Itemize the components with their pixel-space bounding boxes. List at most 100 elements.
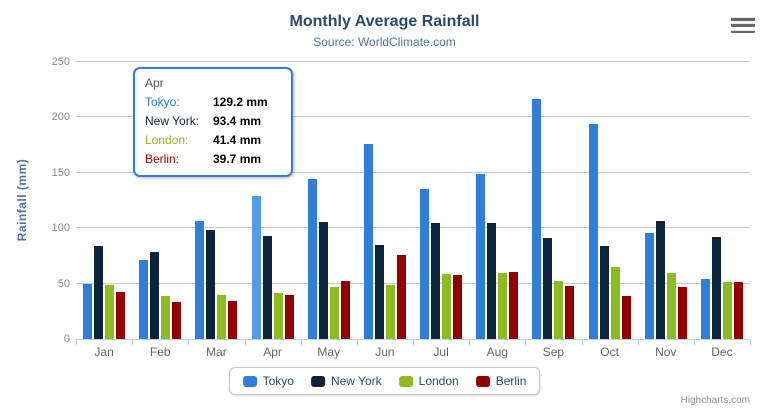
gridline	[76, 116, 750, 118]
tooltip-series-label: Berlin:	[145, 152, 180, 166]
bar-new-york-jun[interactable]	[374, 245, 384, 339]
bar-new-york-feb[interactable]	[150, 251, 160, 339]
bar-london-oct[interactable]	[610, 266, 620, 339]
category-group-aug	[469, 62, 525, 339]
context-menu-button[interactable]	[731, 17, 755, 33]
gridline	[76, 61, 750, 62]
x-axis-tick	[356, 340, 358, 345]
bar-london-mar[interactable]	[217, 295, 227, 339]
x-axis-label: Sep	[542, 345, 565, 359]
x-axis-tick	[693, 340, 695, 345]
category-group-jul	[413, 62, 469, 339]
category-group-jun	[357, 62, 413, 339]
x-axis-tick	[581, 340, 583, 345]
bar-tokyo-oct[interactable]	[588, 123, 598, 339]
y-axis-label: 250	[51, 56, 70, 68]
tooltip-series-label: London:	[145, 133, 189, 147]
y-axis-label: 50	[57, 277, 70, 290]
x-axis-tick	[525, 340, 527, 345]
bar-tokyo-sep[interactable]	[532, 99, 542, 339]
bar-london-apr[interactable]	[273, 293, 283, 339]
y-axis-label: 150	[51, 166, 70, 179]
bar-new-york-apr[interactable]	[262, 235, 272, 339]
x-axis-label: Oct	[600, 345, 619, 359]
bar-london-dec[interactable]	[722, 282, 732, 339]
tooltip-series-label: New York:	[145, 114, 200, 128]
bar-london-aug[interactable]	[498, 272, 508, 339]
bar-berlin-mar[interactable]	[228, 300, 238, 339]
bar-tokyo-dec[interactable]	[700, 278, 710, 339]
bar-berlin-jun[interactable]	[396, 255, 406, 339]
bar-berlin-oct[interactable]	[621, 295, 631, 339]
bar-berlin-may[interactable]	[340, 280, 350, 339]
x-axis-label: Jun	[375, 345, 395, 359]
bar-tokyo-may[interactable]	[307, 179, 317, 339]
bar-london-may[interactable]	[329, 286, 339, 339]
x-axis-label: Jan	[94, 345, 114, 359]
category-group-feb	[132, 62, 188, 339]
bar-berlin-dec[interactable]	[733, 282, 743, 339]
gridline	[76, 282, 750, 284]
bar-berlin-jan[interactable]	[116, 292, 126, 339]
legend-swatch	[475, 375, 490, 387]
bar-new-york-jul[interactable]	[431, 222, 441, 339]
bar-new-york-dec[interactable]	[711, 236, 721, 339]
bar-tokyo-jun[interactable]	[363, 144, 373, 339]
bar-berlin-feb[interactable]	[172, 302, 182, 339]
bar-tokyo-jan[interactable]	[83, 283, 93, 339]
legend-item-new-york[interactable]: New York	[310, 374, 382, 388]
bar-new-york-aug[interactable]	[487, 223, 497, 339]
bar-tokyo-jul[interactable]	[420, 188, 430, 339]
bar-london-nov[interactable]	[666, 273, 676, 339]
bar-tokyo-feb[interactable]	[139, 259, 149, 339]
bar-new-york-sep[interactable]	[543, 237, 553, 339]
bar-tokyo-aug[interactable]	[476, 174, 486, 339]
bar-berlin-nov[interactable]	[677, 287, 687, 339]
tooltip-row: London: 41.4 mm	[145, 133, 281, 148]
bar-berlin-aug[interactable]	[509, 272, 519, 339]
category-group-mar	[188, 62, 244, 339]
x-axis-tick	[469, 340, 471, 345]
legend-swatch	[398, 375, 413, 387]
bar-new-york-may[interactable]	[318, 221, 328, 339]
tooltip-value: 39.7 mm	[213, 152, 262, 166]
credits-link[interactable]: Highcharts.com	[680, 395, 750, 406]
bar-new-york-nov[interactable]	[655, 220, 665, 339]
bar-new-york-jan[interactable]	[94, 246, 104, 339]
bar-new-york-oct[interactable]	[599, 246, 609, 339]
tooltip: Apr Tokyo: 129.2 mm New York: 93.4 mm London…	[133, 67, 293, 177]
bar-london-jun[interactable]	[385, 285, 395, 339]
category-group-may	[301, 62, 357, 339]
legend-item-london[interactable]: London	[398, 374, 459, 388]
legend-item-tokyo[interactable]: Tokyo	[242, 374, 294, 388]
legend-item-label: Tokyo	[262, 374, 294, 388]
legend-item-berlin[interactable]: Berlin	[475, 374, 526, 388]
bar-berlin-jul[interactable]	[453, 275, 463, 339]
bar-london-sep[interactable]	[554, 280, 564, 339]
bar-tokyo-apr[interactable]	[251, 195, 261, 339]
hamburger-icon	[731, 17, 755, 21]
legend: Tokyo New York London Berlin	[228, 367, 541, 395]
bar-tokyo-mar[interactable]	[195, 221, 205, 339]
bar-london-jul[interactable]	[442, 273, 452, 339]
bar-london-jan[interactable]	[105, 284, 115, 339]
category-group-sep	[525, 62, 581, 339]
tooltip-header: Apr	[145, 76, 164, 90]
bar-berlin-apr[interactable]	[284, 295, 294, 339]
tooltip-value: 129.2 mm	[213, 95, 268, 109]
y-axis-label: 100	[51, 222, 70, 235]
category-group-apr	[245, 62, 301, 339]
x-axis-tick	[132, 340, 134, 345]
legend-item-label: London	[418, 374, 459, 388]
bar-london-feb[interactable]	[161, 296, 171, 339]
x-axis-label: Nov	[655, 345, 677, 359]
bar-new-york-mar[interactable]	[206, 229, 216, 339]
x-axis-tick	[300, 340, 302, 345]
y-axis-label: 0	[63, 333, 70, 345]
legend-swatch	[242, 375, 257, 387]
category-group-dec	[694, 62, 750, 339]
bar-tokyo-nov[interactable]	[644, 233, 654, 339]
bar-berlin-sep[interactable]	[565, 286, 575, 339]
hamburger-icon	[731, 23, 755, 27]
